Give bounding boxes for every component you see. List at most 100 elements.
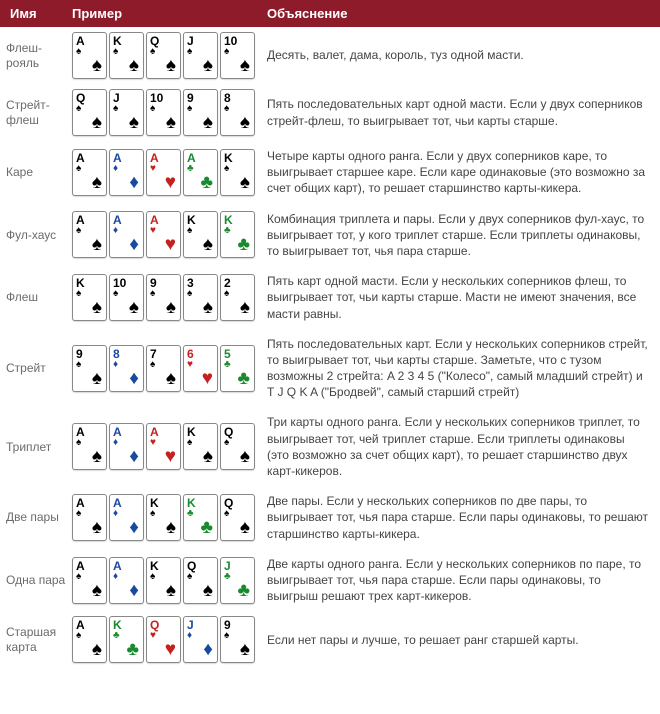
hand-desc: Пять карт одной масти. Если у нескольких… [267, 271, 654, 324]
playing-card: A♠♠ [72, 423, 107, 470]
card-rank: A [113, 152, 122, 164]
playing-card: J♦♦ [183, 616, 218, 663]
playing-card: 5♣♣ [220, 345, 255, 392]
card-rank: A [187, 152, 196, 164]
card-suit-small-icon: ♣ [187, 164, 194, 174]
card-suit-small-icon: ♠ [224, 438, 229, 448]
card-suit-small-icon: ♥ [150, 164, 156, 174]
card-suit-big-icon: ♠ [92, 447, 102, 466]
card-suit-small-icon: ♠ [224, 631, 229, 641]
playing-card: K♠♠ [146, 557, 181, 604]
card-suit-small-icon: ♠ [76, 572, 81, 582]
card-suit-big-icon: ♠ [203, 298, 213, 317]
playing-card: 9♠♠ [146, 274, 181, 321]
card-suit-big-icon: ♠ [166, 518, 176, 537]
card-suit-big-icon: ♠ [240, 518, 250, 537]
playing-card: A♠♠ [72, 149, 107, 196]
card-suit-big-icon: ♠ [92, 56, 102, 75]
card-rank: Q [187, 560, 196, 572]
card-suit-small-icon: ♣ [224, 360, 231, 370]
card-suit-big-icon: ♥ [165, 235, 176, 254]
card-suit-big-icon: ♥ [165, 640, 176, 659]
card-suit-big-icon: ♠ [129, 113, 139, 132]
card-suit-big-icon: ♠ [203, 447, 213, 466]
card-suit-big-icon: ♠ [240, 56, 250, 75]
card-suit-big-icon: ♦ [129, 235, 139, 254]
card-suit-big-icon: ♠ [203, 235, 213, 254]
card-suit-big-icon: ♣ [127, 640, 139, 659]
card-suit-big-icon: ♠ [129, 298, 139, 317]
playing-card: Q♠♠ [146, 32, 181, 79]
hand-name: Одна пара [6, 573, 72, 587]
hand-row: КареA♠♠A♦♦A♥♥A♣♣K♠♠Четыре карты одного р… [0, 141, 660, 204]
card-suit-big-icon: ♥ [202, 369, 213, 388]
card-suit-big-icon: ♦ [203, 640, 213, 659]
card-suit-big-icon: ♦ [129, 173, 139, 192]
header-name: Имя [6, 6, 72, 21]
hand-desc: Две карты одного ранга. Если у нескольки… [267, 554, 654, 607]
card-suit-big-icon: ♦ [129, 518, 139, 537]
hand-row: Две парыA♠♠A♦♦K♠♠K♣♣Q♠♠Две пары. Если у … [0, 486, 660, 549]
hand-row: ФлешK♠♠10♠♠9♠♠3♠♠2♠♠Пять карт одной маст… [0, 266, 660, 329]
hand-desc: Если нет пары и лучше, то решает ранг ст… [267, 630, 654, 650]
hand-cards: A♠♠K♣♣Q♥♥J♦♦9♠♠ [72, 616, 267, 663]
card-suit-big-icon: ♠ [240, 173, 250, 192]
playing-card: 7♠♠ [146, 345, 181, 392]
card-suit-big-icon: ♠ [129, 56, 139, 75]
card-suit-small-icon: ♥ [150, 226, 156, 236]
hand-cards: A♠♠A♦♦A♥♥K♠♠Q♠♠ [72, 423, 267, 470]
playing-card: 8♦♦ [109, 345, 144, 392]
playing-card: K♠♠ [183, 423, 218, 470]
card-suit-small-icon: ♠ [76, 509, 81, 519]
card-suit-big-icon: ♦ [129, 447, 139, 466]
card-suit-big-icon: ♠ [240, 298, 250, 317]
hand-name: Флеш [6, 290, 72, 304]
hand-row: ТриплетA♠♠A♦♦A♥♥K♠♠Q♠♠Три карты одного р… [0, 407, 660, 486]
card-suit-small-icon: ♠ [187, 47, 192, 57]
card-suit-small-icon: ♠ [76, 104, 81, 114]
card-suit-big-icon: ♣ [238, 581, 250, 600]
hand-row: Старшая картаA♠♠K♣♣Q♥♥J♦♦9♠♠Если нет пар… [0, 611, 660, 668]
playing-card: J♠♠ [183, 32, 218, 79]
card-suit-big-icon: ♠ [203, 56, 213, 75]
card-suit-small-icon: ♠ [150, 360, 155, 370]
hand-cards: A♠♠A♦♦A♥♥K♠♠K♣♣ [72, 211, 267, 258]
playing-card: A♦♦ [109, 149, 144, 196]
hand-name: Триплет [6, 440, 72, 454]
playing-card: A♥♥ [146, 423, 181, 470]
card-suit-small-icon: ♠ [224, 289, 229, 299]
playing-card: Q♠♠ [220, 423, 255, 470]
card-suit-small-icon: ♣ [187, 509, 194, 519]
card-rank: A [150, 152, 159, 164]
card-suit-big-icon: ♦ [129, 369, 139, 388]
playing-card: Q♥♥ [146, 616, 181, 663]
card-suit-small-icon: ♠ [150, 47, 155, 57]
hand-row: Флеш-рояльA♠♠K♠♠Q♠♠J♠♠10♠♠Десять, валет,… [0, 27, 660, 84]
hand-name: Флеш-рояль [6, 41, 72, 70]
playing-card: K♠♠ [146, 494, 181, 541]
card-suit-small-icon: ♣ [113, 631, 120, 641]
hand-name: Старшая карта [6, 625, 72, 654]
hands-table: Флеш-рояльA♠♠K♠♠Q♠♠J♠♠10♠♠Десять, валет,… [0, 27, 660, 668]
card-suit-small-icon: ♥ [187, 360, 193, 370]
hand-desc: Пять последовательных карт. Если у неско… [267, 334, 654, 403]
card-suit-small-icon: ♠ [113, 104, 118, 114]
card-suit-big-icon: ♣ [238, 235, 250, 254]
card-suit-small-icon: ♠ [76, 47, 81, 57]
playing-card: K♣♣ [109, 616, 144, 663]
playing-card: Q♠♠ [72, 89, 107, 136]
card-suit-small-icon: ♠ [113, 289, 118, 299]
hand-cards: A♠♠A♦♦K♠♠Q♠♠J♣♣ [72, 557, 267, 604]
hand-desc: Пять последовательных карт одной масти. … [267, 94, 654, 130]
playing-card: Q♠♠ [183, 557, 218, 604]
card-rank: A [76, 560, 85, 572]
playing-card: A♦♦ [109, 557, 144, 604]
card-suit-big-icon: ♦ [129, 581, 139, 600]
card-suit-big-icon: ♠ [203, 581, 213, 600]
playing-card: K♠♠ [109, 32, 144, 79]
card-suit-small-icon: ♠ [224, 164, 229, 174]
header-example: Пример [72, 6, 267, 21]
hand-cards: A♠♠K♠♠Q♠♠J♠♠10♠♠ [72, 32, 267, 79]
header-desc: Объяснение [267, 6, 654, 21]
card-suit-big-icon: ♠ [92, 581, 102, 600]
